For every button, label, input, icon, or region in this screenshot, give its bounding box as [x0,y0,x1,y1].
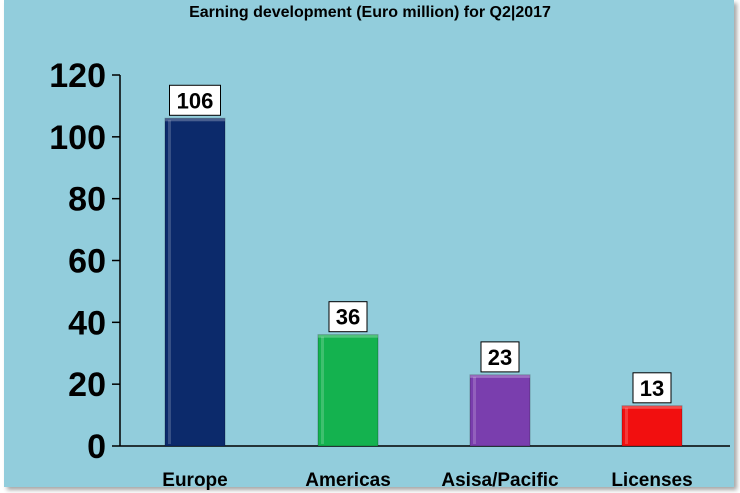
bars: 106 36 23 13 [164,84,683,447]
data-label-box [632,372,672,404]
x-axis-labels: Europe Americas Asisa/Pacific Licenses [162,470,692,491]
data-label-box [480,341,520,373]
y-tick-label: 120 [49,57,106,95]
bar [164,117,226,447]
bar-highlight [321,336,324,444]
data-label-box [328,301,368,333]
y-tick-label: 0 [87,428,106,466]
chart-title: Earning development (Euro million) for Q… [189,4,551,21]
data-label: 106 [177,88,214,113]
category-label: Licenses [611,470,692,491]
category-label: Europe [162,470,227,491]
y-axis: 0 20 40 60 80 100 120 [49,57,730,466]
bar-highlight [168,120,171,445]
bar-top-highlight [318,334,378,338]
data-label: 36 [336,305,360,330]
bar [317,334,379,447]
category-label: Asisa/Pacific [441,470,559,491]
bar [621,405,683,447]
data-label: 13 [640,376,664,401]
bar-top-highlight [470,374,530,378]
y-tick-label: 40 [68,304,106,342]
bar-highlight [473,376,476,444]
data-label: 23 [488,345,512,370]
category-label: Americas [305,470,391,491]
y-tick-label: 20 [68,366,106,404]
y-tick-label: 60 [68,243,106,281]
bar-top-highlight [622,405,682,409]
bar-highlight [625,407,628,444]
y-tick-label: 80 [68,181,106,219]
y-tick-label: 100 [49,119,106,157]
bar-top-highlight [165,118,225,122]
bar [469,374,531,447]
data-label-box [169,84,221,116]
